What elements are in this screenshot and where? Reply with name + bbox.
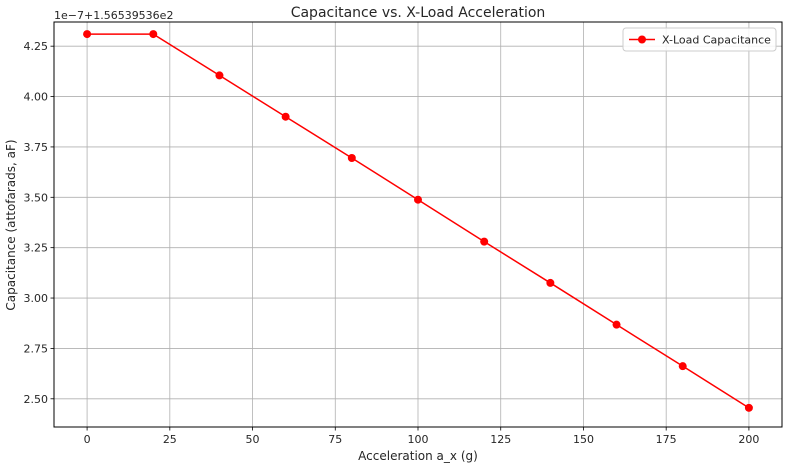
y-tick-label: 3.25 (24, 242, 49, 255)
data-point (281, 112, 290, 121)
x-tick-label: 175 (656, 433, 677, 446)
axes: 0 25 50 75 100 125 150 175 200 2.50 2.75 3.00 3.25 3.… (24, 40, 760, 446)
y-offset-label: 1e−7+1.56539536e2 (54, 9, 173, 22)
y-tick-label: 3.50 (24, 191, 49, 204)
legend: X-Load Capacitance (622, 27, 777, 52)
data-point (83, 30, 92, 39)
legend-box (622, 27, 777, 52)
legend-label: X-Load Capacitance (662, 34, 771, 47)
x-tick-label: 100 (408, 433, 429, 446)
y-tick-label: 4.25 (24, 40, 49, 53)
y-tick-label: 2.50 (24, 393, 49, 406)
data-point (678, 362, 687, 371)
series-layer (83, 30, 753, 412)
data-point (744, 403, 753, 412)
y-tick-label: 2.75 (24, 342, 49, 355)
x-tick-label: 75 (328, 433, 342, 446)
legend-marker (638, 35, 646, 44)
x-tick-label: 200 (738, 433, 759, 446)
x-tick-label: 0 (84, 433, 91, 446)
x-tick-label: 50 (246, 433, 260, 446)
x-tick-label: 125 (490, 433, 511, 446)
chart-title: Capacitance vs. X-Load Acceleration (291, 5, 546, 21)
data-point (480, 237, 489, 246)
x-axis-label: Acceleration a_x (g) (358, 449, 478, 463)
y-tick-label: 3.00 (24, 292, 49, 305)
data-point (149, 30, 158, 39)
data-point (612, 320, 621, 329)
data-point (546, 278, 555, 287)
y-axis-label: Capacitance (attofarads, aF) (4, 139, 18, 310)
y-tick-label: 3.75 (24, 141, 49, 154)
data-point (215, 71, 224, 80)
data-point (347, 154, 356, 163)
x-tick-label: 25 (163, 433, 177, 446)
x-tick-label: 150 (573, 433, 594, 446)
data-point (414, 195, 422, 204)
y-tick-label: 4.00 (24, 91, 49, 104)
